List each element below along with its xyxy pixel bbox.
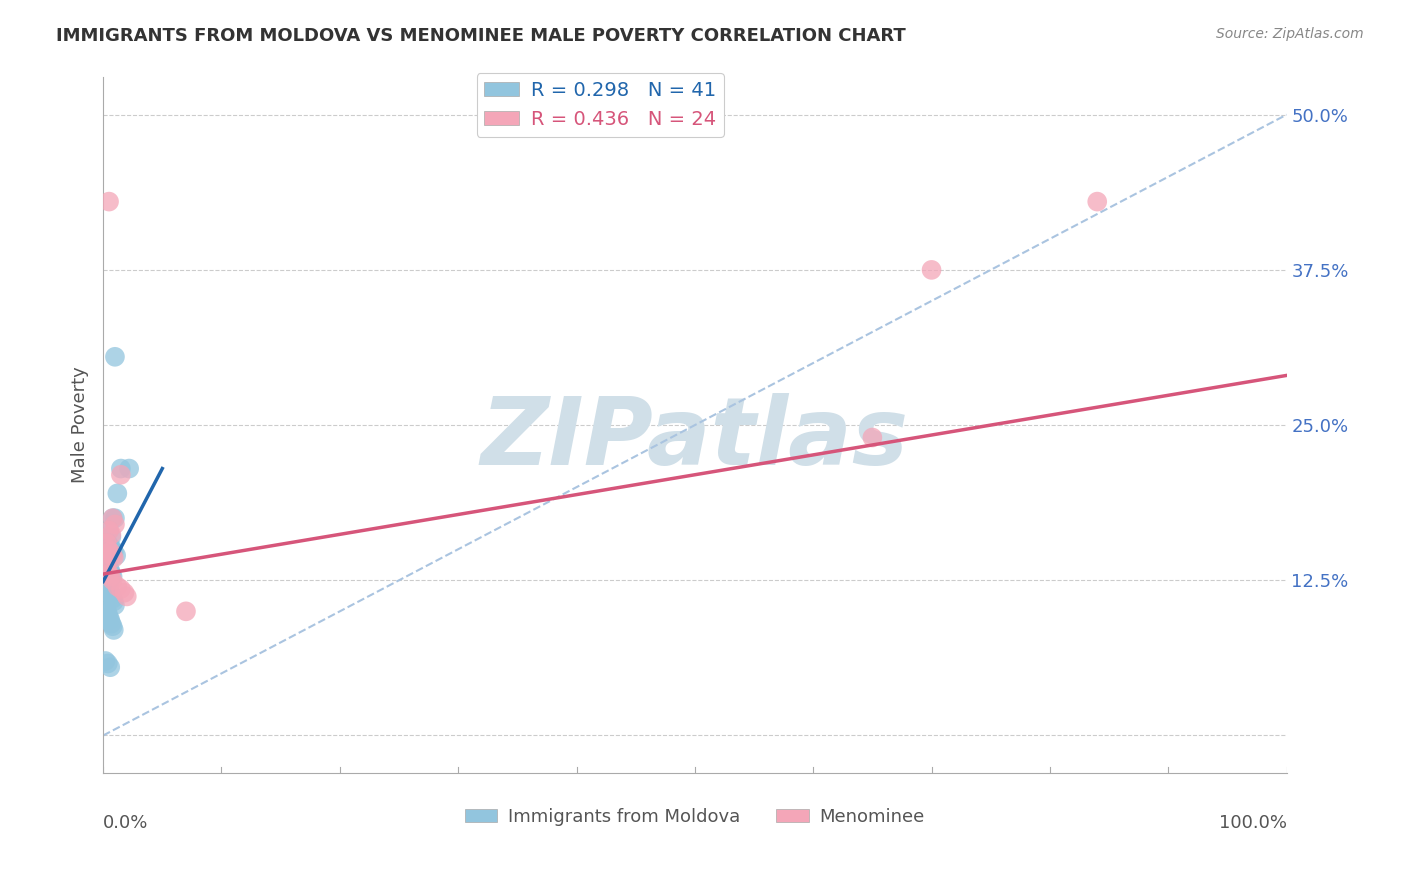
- Point: [921, 263, 943, 277]
- Point: [103, 594, 125, 608]
- Point: [94, 600, 117, 615]
- Point: [103, 550, 125, 565]
- Point: [98, 545, 121, 559]
- Point: [97, 557, 120, 571]
- Text: IMMIGRANTS FROM MOLDOVA VS MENOMINEE MALE POVERTY CORRELATION CHART: IMMIGRANTS FROM MOLDOVA VS MENOMINEE MAL…: [56, 27, 905, 45]
- Point: [115, 590, 138, 604]
- Point: [101, 511, 124, 525]
- Point: [105, 549, 128, 563]
- Point: [94, 550, 117, 565]
- Point: [98, 569, 121, 583]
- Point: [98, 582, 121, 596]
- Point: [98, 585, 121, 599]
- Point: [104, 517, 127, 532]
- Point: [100, 567, 122, 582]
- Point: [110, 461, 132, 475]
- Point: [98, 524, 121, 538]
- Point: [101, 542, 124, 557]
- Point: [101, 619, 124, 633]
- Point: [101, 511, 124, 525]
- Point: [98, 613, 121, 627]
- Legend: Immigrants from Moldova, Menominee: Immigrants from Moldova, Menominee: [457, 801, 932, 833]
- Point: [100, 588, 122, 602]
- Point: [94, 557, 117, 571]
- Point: [98, 561, 121, 575]
- Point: [103, 623, 125, 637]
- Point: [110, 467, 132, 482]
- Point: [97, 580, 120, 594]
- Point: [174, 604, 197, 618]
- Text: Source: ZipAtlas.com: Source: ZipAtlas.com: [1216, 27, 1364, 41]
- Point: [104, 350, 127, 364]
- Point: [104, 598, 127, 612]
- Point: [96, 536, 118, 550]
- Point: [101, 569, 124, 583]
- Point: [105, 580, 128, 594]
- Point: [98, 194, 121, 209]
- Point: [1085, 194, 1108, 209]
- Point: [96, 555, 118, 569]
- Point: [94, 574, 117, 588]
- Point: [97, 657, 120, 671]
- Point: [118, 461, 141, 475]
- Point: [104, 511, 127, 525]
- Point: [96, 604, 118, 618]
- Point: [98, 524, 121, 538]
- Point: [114, 585, 136, 599]
- Point: [96, 536, 118, 550]
- Point: [97, 536, 120, 550]
- Point: [98, 563, 121, 577]
- Point: [105, 486, 128, 500]
- Point: [98, 567, 121, 582]
- Point: [100, 527, 122, 541]
- Point: [860, 430, 883, 444]
- Point: [97, 607, 120, 621]
- Point: [101, 574, 124, 588]
- Point: [100, 616, 122, 631]
- Point: [94, 654, 117, 668]
- Point: [100, 530, 122, 544]
- Point: [98, 540, 121, 554]
- Point: [110, 582, 132, 596]
- Point: [101, 549, 124, 563]
- Text: 100.0%: 100.0%: [1219, 814, 1286, 832]
- Point: [96, 575, 118, 590]
- Point: [96, 561, 118, 575]
- Point: [101, 591, 124, 606]
- Point: [98, 610, 121, 624]
- Text: ZIPatlas: ZIPatlas: [481, 393, 908, 485]
- Point: [103, 545, 125, 559]
- Point: [97, 542, 120, 557]
- Y-axis label: Male Poverty: Male Poverty: [72, 367, 89, 483]
- Point: [98, 660, 121, 674]
- Text: 0.0%: 0.0%: [103, 814, 149, 832]
